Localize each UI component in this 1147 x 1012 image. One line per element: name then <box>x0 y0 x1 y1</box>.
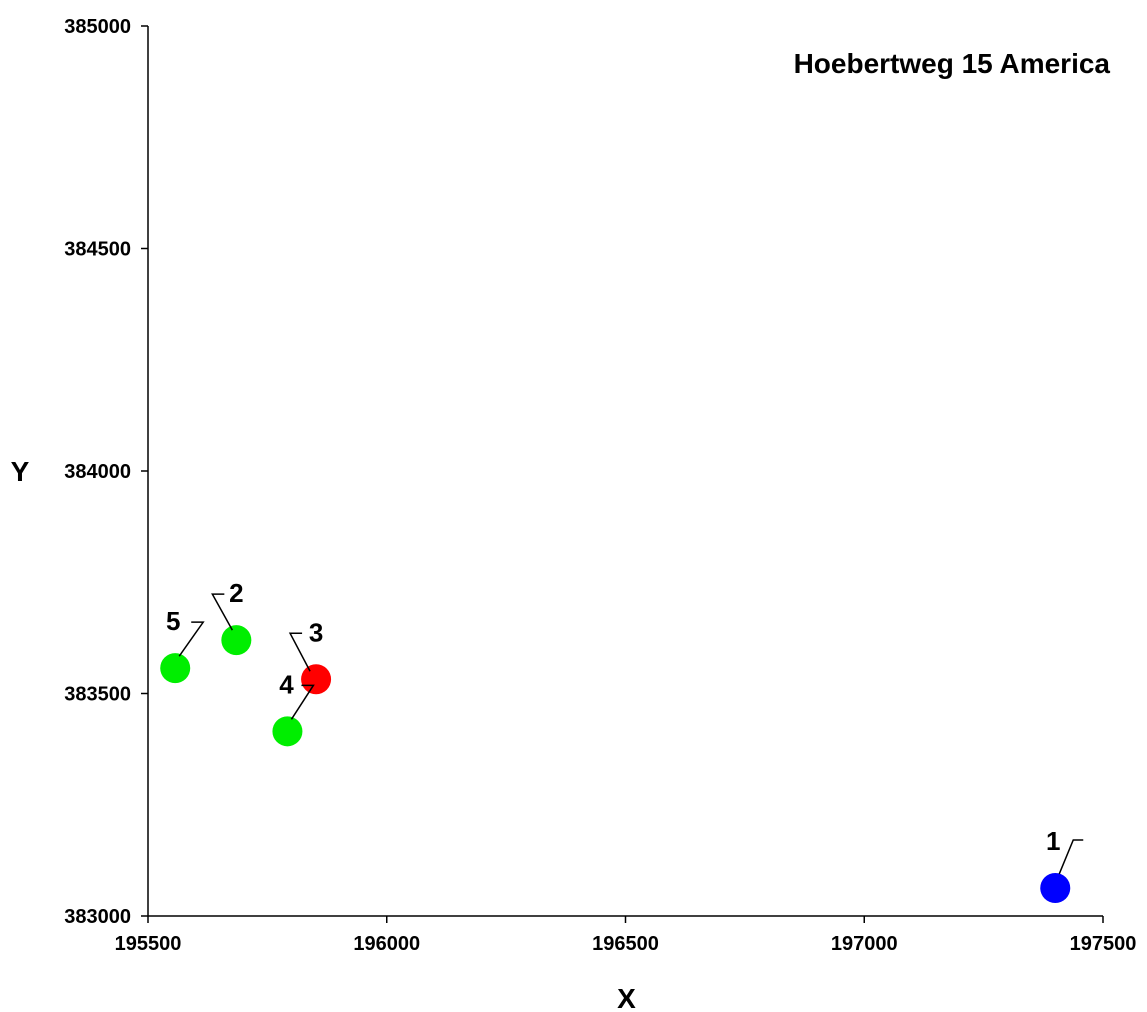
y-axis-title: Y <box>11 456 30 487</box>
point-label: 2 <box>229 578 243 608</box>
y-tick-label: 383000 <box>64 906 131 928</box>
point-label: 4 <box>279 669 294 699</box>
point-label: 1 <box>1046 826 1060 856</box>
point-label: 3 <box>309 617 323 647</box>
data-point <box>221 625 252 656</box>
chart-title: Hoebertweg 15 America <box>794 48 1111 79</box>
y-tick-label: 383500 <box>64 684 131 706</box>
data-point <box>1040 872 1071 903</box>
data-point <box>160 653 191 684</box>
y-tick-label: 384500 <box>64 239 131 261</box>
x-tick-label: 195500 <box>115 933 182 955</box>
x-tick-label: 197500 <box>1070 933 1137 955</box>
leader-line <box>288 632 311 672</box>
x-tick-label: 196500 <box>592 933 659 955</box>
leader-line <box>290 684 315 720</box>
x-axis-title: X <box>617 983 636 1012</box>
data-point <box>301 664 332 695</box>
x-axis-ticks: 195500 196000 196500 197000 197500 <box>115 916 1137 955</box>
leader-line <box>211 593 233 631</box>
x-tick-label: 196000 <box>353 933 420 955</box>
y-tick-label: 384000 <box>64 461 131 483</box>
leader-line <box>1058 839 1084 875</box>
y-axis-ticks: 383000 383500 384000 384500 385000 <box>64 16 148 928</box>
axes <box>147 26 1103 917</box>
y-tick-label: 385000 <box>64 16 131 38</box>
x-tick-label: 197000 <box>831 933 898 955</box>
data-points: 1 2 34 5 <box>160 578 1084 903</box>
leader-line <box>178 621 205 657</box>
point-label: 5 <box>166 606 180 636</box>
data-point <box>272 716 303 747</box>
